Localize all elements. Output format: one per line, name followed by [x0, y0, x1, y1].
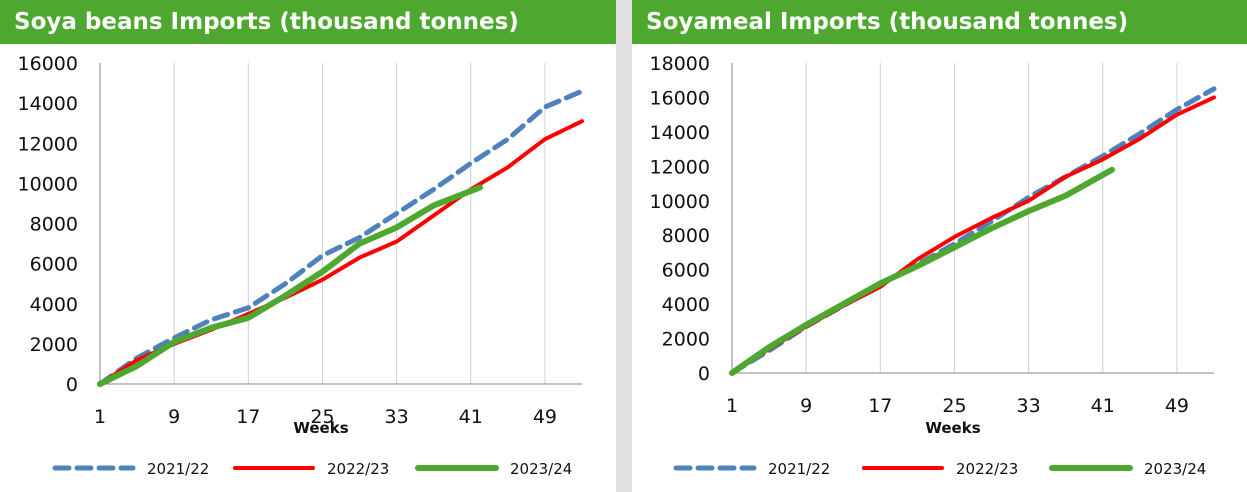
chart-title: Soyameal Imports (thousand tonnes) — [632, 0, 1247, 44]
y-tick-label: 6000 — [30, 254, 78, 276]
x-axis-label: Weeks — [925, 419, 980, 437]
x-tick-label: 49 — [533, 406, 557, 428]
series-line-2021-22 — [97, 88, 585, 387]
x-tick-label: 9 — [800, 395, 812, 417]
panel-divider — [616, 0, 632, 492]
y-tick-label: 4000 — [30, 294, 78, 316]
legend-label: 2021/22 — [147, 460, 209, 478]
x-axis-label: Weeks — [293, 419, 348, 437]
y-tick-label: 12000 — [650, 156, 710, 178]
y-tick-label: 10000 — [650, 191, 710, 213]
x-tick-label: 25 — [942, 395, 966, 417]
x-tick-label: 9 — [168, 406, 180, 428]
series-line-2023-24 — [729, 166, 1115, 376]
y-tick-label: 4000 — [662, 294, 710, 316]
y-tick-label: 16000 — [650, 87, 710, 109]
y-tick-label: 0 — [698, 363, 710, 385]
y-tick-label: 14000 — [650, 122, 710, 144]
y-tick-label: 18000 — [650, 53, 710, 75]
x-tick-label: 17 — [868, 395, 892, 417]
series-line-2023-24 — [97, 184, 483, 387]
y-tick-label: 2000 — [30, 334, 78, 356]
x-tick-label: 49 — [1165, 395, 1189, 417]
y-tick-label: 14000 — [18, 93, 78, 115]
y-tick-label: 10000 — [18, 173, 78, 195]
legend-label: 2022/23 — [956, 460, 1018, 478]
x-tick-label: 41 — [459, 406, 483, 428]
legend-label: 2023/24 — [510, 460, 572, 478]
series-line-2021-22 — [729, 86, 1217, 376]
soya-beans-chart-panel: Soya beans Imports (thousand tonnes) 0 20… — [0, 0, 616, 492]
x-tick-label: 41 — [1091, 395, 1115, 417]
soya-beans-line-chart: 0 2000 4000 6000 8000 10000 12000 14000 16000 1 9 1… — [18, 53, 585, 478]
chart-title: Soya beans Imports (thousand tonnes) — [0, 0, 616, 44]
legend-label: 2021/22 — [768, 460, 830, 478]
soyameal-chart-panel: Soyameal Imports (thousand tonnes) 0 2000… — [632, 0, 1247, 492]
legend-label: 2023/24 — [1144, 460, 1206, 478]
x-tick-label: 25 — [310, 406, 334, 428]
legend-label: 2022/23 — [327, 460, 389, 478]
x-tick-label: 1 — [94, 406, 106, 428]
y-tick-label: 0 — [66, 374, 78, 396]
y-tick-label: 16000 — [18, 53, 78, 75]
y-tick-label: 8000 — [662, 225, 710, 247]
y-tick-label: 12000 — [18, 133, 78, 155]
x-tick-label: 33 — [1017, 395, 1041, 417]
x-tick-label: 1 — [726, 395, 738, 417]
soyameal-line-chart: 0 2000 4000 6000 8000 10000 12000 14000 16000 180… — [650, 53, 1217, 478]
y-tick-label: 6000 — [662, 260, 710, 282]
x-tick-label: 33 — [385, 406, 409, 428]
y-tick-label: 2000 — [662, 329, 710, 351]
x-tick-label: 17 — [236, 406, 260, 428]
y-tick-label: 8000 — [30, 214, 78, 236]
